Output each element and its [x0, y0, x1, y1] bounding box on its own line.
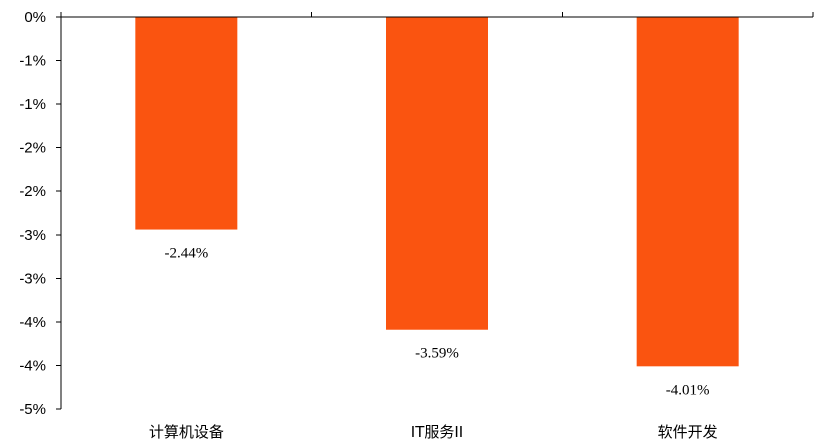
- y-tick-label-4: -2%: [19, 183, 46, 200]
- labels-layer: -2.44% 计算机设备 -3.59% IT服务II -4.01% 软件开发 0% -1% -1…: [19, 9, 717, 441]
- y-tick-label-1: -1%: [19, 53, 46, 70]
- bar-2: [636, 17, 739, 367]
- y-tick-label-8: -4%: [19, 357, 46, 374]
- category-label-2: 软件开发: [658, 423, 718, 441]
- bars-layer: [135, 17, 739, 367]
- category-label-1: IT服务II: [411, 423, 463, 441]
- y-tick-label-3: -2%: [19, 140, 46, 157]
- bar-0: [135, 17, 238, 230]
- y-tick-label-0: 0%: [24, 9, 46, 26]
- data-label-0: -2.44%: [164, 246, 208, 262]
- y-tick-label-6: -3%: [19, 270, 46, 287]
- y-tick-label-9: -5%: [19, 401, 46, 418]
- data-label-2: -4.01%: [666, 382, 710, 398]
- bar-1: [386, 17, 488, 330]
- y-tick-label-5: -3%: [19, 227, 46, 244]
- category-label-0: 计算机设备: [149, 423, 224, 441]
- y-tick-label-7: -4%: [19, 314, 46, 331]
- axes-layer: [56, 12, 814, 410]
- y-tick-label-2: -1%: [19, 96, 46, 113]
- data-label-1: -3.59%: [415, 346, 459, 362]
